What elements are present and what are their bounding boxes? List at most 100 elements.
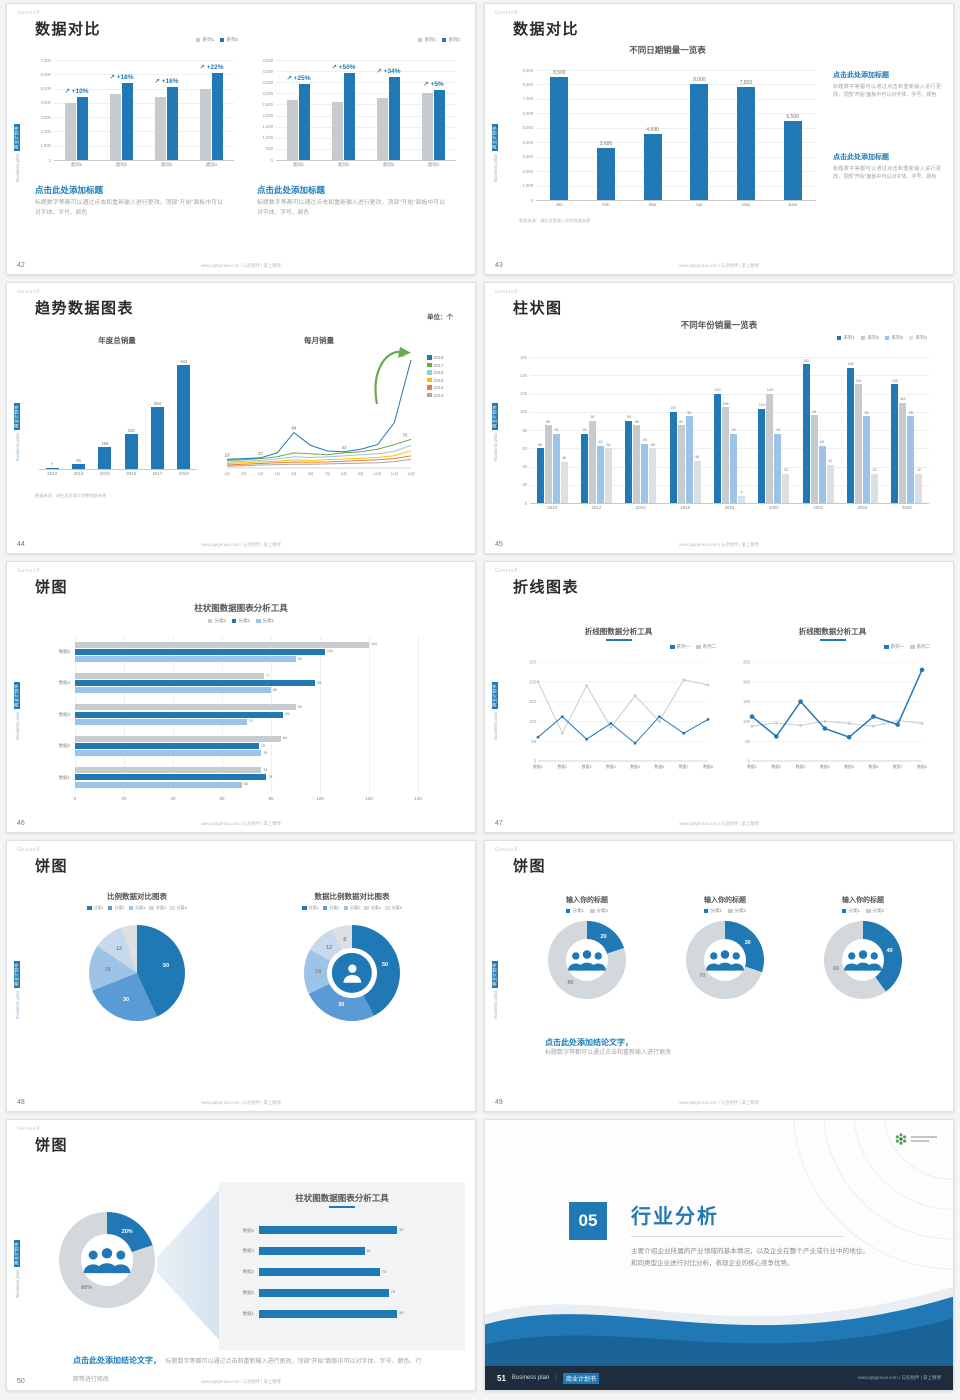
caption-block: 点击此处添加标题 标题数字等都可以通过点击和重新输入进行更改，顶部“开始”面板中… xyxy=(833,70,941,100)
donut-chart: 30 70 xyxy=(686,921,764,999)
svg-text:5月: 5月 xyxy=(291,471,297,476)
chart-title: 输入你的标题 xyxy=(704,897,746,904)
ribbon-text-en: Business plan xyxy=(492,432,498,461)
donut-chart: 50 30 18 12 8 xyxy=(304,925,400,1021)
slide-46-hbar-chart[interactable]: Genius® 饼图 Business plan 商业计划书 柱状图数据图表分析… xyxy=(6,561,476,833)
slide-49-donut-charts[interactable]: Genius® 饼图 Business plan 商业计划书 输入你的标题 分类… xyxy=(484,840,954,1112)
flower-icon xyxy=(895,1133,907,1145)
svg-text:53: 53 xyxy=(531,739,536,744)
footer-en: Business plan xyxy=(511,1375,550,1381)
slide-42-data-comparison[interactable]: Genius® 数据对比 Business plan 商业计划书 系列1 系列2 … xyxy=(6,3,476,275)
svg-text:8月: 8月 xyxy=(341,471,347,476)
page-number: 42 xyxy=(17,262,25,269)
svg-text:27: 27 xyxy=(258,451,263,456)
slide-footer: www.pptgenius.com | 与您相伴 | 掌上精博 xyxy=(201,1100,281,1105)
svg-text:76: 76 xyxy=(403,432,408,437)
brand-logo: Genius® xyxy=(17,1126,41,1132)
grouped-bar-chart: 4,500 4,000 3,500 3,000 2,500 2,000 1,500 1,000… xyxy=(255,48,460,170)
ribbon-text-cn: 商业计划书 xyxy=(14,1240,20,1267)
conclusion-heading: 点击此处添加结论文字， xyxy=(545,1038,633,1047)
ribbon-text-cn: 商业计划书 xyxy=(14,403,20,430)
ribbon-text-en: Business plan xyxy=(492,990,498,1019)
slide-footer: www.pptgenius.com | 与您相伴 | 掌上精博 xyxy=(201,1379,281,1384)
side-ribbon: Business plan 商业计划书 xyxy=(14,403,20,461)
slide-48-pie-charts[interactable]: Genius® 饼图 Business plan 商业计划书 比例数据对比图表 … xyxy=(6,840,476,1112)
slide-44-trend-charts[interactable]: Genius® 趋势数据图表 Business plan 商业计划书 单位：个 … xyxy=(6,282,476,554)
donut-chart: 40 60 xyxy=(824,921,902,999)
chart-legend: 分类1 分类2 分类3 分类4 分类5 xyxy=(247,905,457,911)
chart-title: 不同年份销量一览表 xyxy=(680,320,758,330)
caption-body: 标题数字等都可以通过点击和重新输入进行更改，顶部“开始”面板中可以对字体、字号、… xyxy=(833,84,941,99)
horizontal-bar-chart: 0 20 40 60 80 100 120 140 数据5 120 102 90 数据4 77 98 80 数据… xyxy=(49,634,434,804)
brand-logo: Genius® xyxy=(495,568,519,574)
chart-legend: 分类1 分类2 xyxy=(527,908,647,914)
conclusion-block: 点击此处添加结论文字， 标题数字等都可以通过点击和重新输入进行更改，顶部“开始”… xyxy=(73,1350,423,1386)
svg-text:数据1: 数据1 xyxy=(533,764,543,769)
emblem-logo xyxy=(894,1132,937,1146)
slide-title: 数据对比 xyxy=(35,21,102,38)
footer-bar: 51 Business plan | 商业计划书 www.pptgenius.c… xyxy=(485,1366,953,1390)
svg-text:6月: 6月 xyxy=(308,471,314,476)
slide-footer: www.pptgenius.com | 与您相伴 | 掌上精博 xyxy=(679,263,759,268)
grouped-bar-chart: 7,000 6,000 5,000 4,000 3,000 2,000 1,000 0 类别1 ↗… xyxy=(33,48,238,170)
conclusion-body: 标题数字等都可以通过点击和重新输入进行更改，顶部“开始”面板中可以对字体、字号、… xyxy=(73,1359,422,1383)
svg-text:94: 94 xyxy=(292,426,297,431)
ribbon-text-en: Business plan xyxy=(14,432,20,461)
chart-title: 年度总销量 xyxy=(98,336,136,345)
chart-title: 折线图数据分析工具 xyxy=(735,626,930,641)
svg-text:数据8: 数据8 xyxy=(917,764,927,769)
svg-text:数据1: 数据1 xyxy=(747,764,757,769)
side-ribbon: Business plan 商业计划书 xyxy=(492,961,498,1019)
chart-legend: 分类1 分类2 xyxy=(803,908,923,914)
bar-chart: 9,000 8,000 7,000 6,000 5,000 4,000 3,000 2,000… xyxy=(515,58,820,210)
chart-panel: 柱状图数据图表分析工具 数据5 80 数据4 61 数据3 70 数据2 75 数据1 80 xyxy=(219,1182,465,1350)
svg-text:2月: 2月 xyxy=(241,471,247,476)
brand-logo: Genius® xyxy=(17,289,41,295)
slide-45-bar-chart[interactable]: Genius® 柱状图 Business plan 商业计划书 不同年份销量一览… xyxy=(484,282,954,554)
caption-body: 标题数字等都可以通过点击和重新输入进行更改，顶部“开始”面板中可以对字体、字号、… xyxy=(35,200,223,216)
svg-text:数据3: 数据3 xyxy=(582,764,592,769)
svg-text:数据5: 数据5 xyxy=(844,764,854,769)
chart-legend: 系列1 系列2 xyxy=(255,37,460,43)
slide-50-donut-funnel[interactable]: Genius® 饼图 Business plan 商业计划书 20% 80% 柱状… xyxy=(6,1119,476,1391)
brand-logo: Genius® xyxy=(17,847,41,853)
ribbon-text-en: Business plan xyxy=(14,1269,20,1298)
slide-title: 折线图表 xyxy=(513,579,580,596)
chart-legend: 分类1 分类2 分类3 分类4 分类5 xyxy=(32,905,242,911)
caption-block: 点击此处添加标题 标题数字等都可以通过点击和重新输入进行更改，顶部“开始”面板中… xyxy=(833,152,941,182)
caption-heading: 点击此处添加标题 xyxy=(257,185,326,195)
ribbon-text-cn: 商业计划书 xyxy=(492,124,498,151)
slide-51-section-divider[interactable]: 05 行业分析 主要介绍企业所属的产业领域的基本情况，以及企业在整个产业或行业中… xyxy=(484,1119,954,1391)
chart-title: 不同日期销量一览表 xyxy=(629,45,706,55)
monthly-line-chart: 1月2月3月4月5月6月7月8月9月10月11月12月2327944376287 xyxy=(219,346,419,479)
svg-text:数据3: 数据3 xyxy=(796,764,806,769)
svg-text:9月: 9月 xyxy=(358,471,364,476)
chart-legend: 分类1 分类2 xyxy=(665,908,785,914)
page-number: 45 xyxy=(495,541,503,548)
svg-text:103: 103 xyxy=(529,719,537,724)
slide-47-line-charts[interactable]: Genius® 折线图表 Business plan 商业计划书 折线图数据分析… xyxy=(484,561,954,833)
donut-chart: 20 80 xyxy=(548,921,626,999)
side-ribbon: Business plan 商业计划书 xyxy=(492,682,498,740)
svg-text:100: 100 xyxy=(743,719,751,724)
page-number: 51 xyxy=(497,1373,506,1383)
footer-separator: | xyxy=(555,1375,557,1381)
slide-footer: www.pptgenius.com | 与您相伴 | 掌上精博 xyxy=(679,1100,759,1105)
ribbon-text-cn: 商业计划书 xyxy=(14,682,20,709)
svg-text:3: 3 xyxy=(534,759,537,764)
brand-logo: Genius® xyxy=(495,289,519,295)
slide-43-data-comparison[interactable]: Genius® 数据对比 Business plan 商业计划书 不同日期销量一… xyxy=(484,3,954,275)
page-number: 50 xyxy=(17,1378,25,1385)
svg-text:数据7: 数据7 xyxy=(679,764,689,769)
chart-title: 折线图数据分析工具 xyxy=(521,626,716,641)
chart-title: 输入你的标题 xyxy=(566,897,608,904)
page-number: 47 xyxy=(495,820,503,827)
chart-legend: 系列1 系列2 xyxy=(33,37,238,43)
slide-title: 饼图 xyxy=(35,858,69,875)
side-ribbon: Business plan 商业计划书 xyxy=(492,124,498,182)
svg-text:数据6: 数据6 xyxy=(655,764,665,769)
section-number: 05 xyxy=(569,1202,607,1240)
chart-legend: 系列1 系列2 系列3 系列4 xyxy=(836,335,927,341)
svg-text:7月: 7月 xyxy=(325,471,331,476)
